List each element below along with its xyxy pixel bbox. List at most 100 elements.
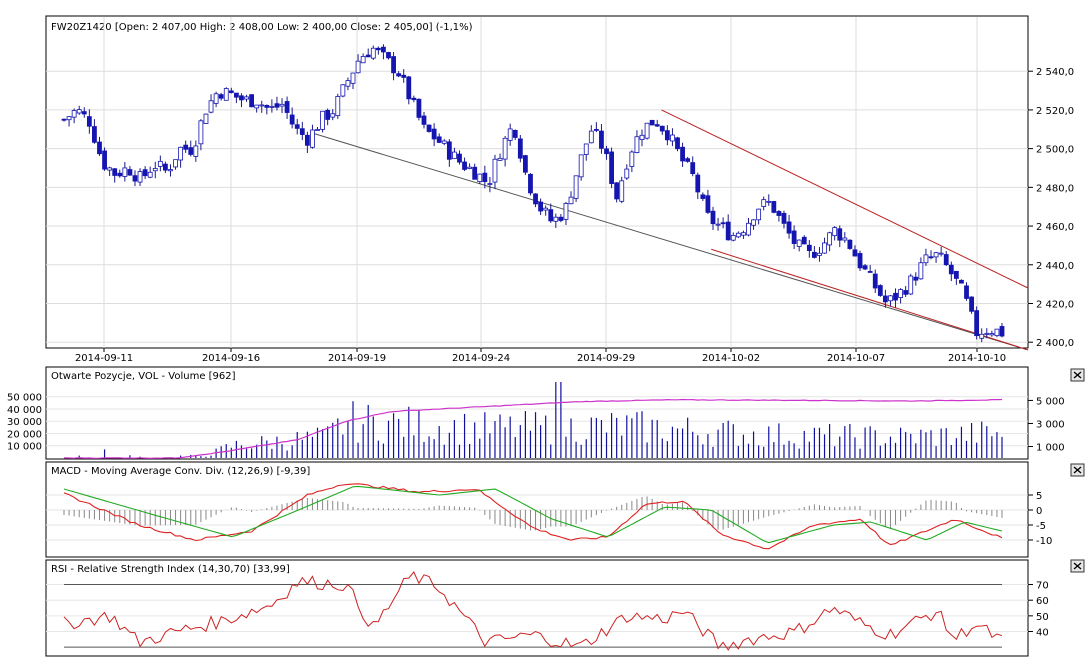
candle-body	[599, 130, 604, 149]
candle-body	[441, 140, 447, 144]
candle-body	[86, 116, 92, 127]
close-x-icon	[1073, 371, 1082, 379]
open-interest-line	[63, 398, 1003, 459]
price-xtick-label: 2014-09-19	[328, 353, 386, 364]
close-rsi-panel-button[interactable]	[1070, 559, 1085, 573]
rsi-panel-title: RSI - Relative Strength Index (14,30,70)…	[51, 564, 290, 575]
candle-body	[649, 119, 655, 126]
close-macd-panel-button[interactable]	[1070, 463, 1085, 477]
candle-body	[66, 116, 72, 121]
candle-body	[553, 216, 559, 222]
candle-body	[127, 169, 133, 176]
rsi-panel: RSI - Relative Strength Index (14,30,70)…	[45, 559, 1085, 657]
rsi-ytick-label: 60	[1036, 596, 1049, 607]
candle-body	[193, 145, 199, 157]
candle-body	[888, 295, 893, 302]
price-ytick-label: 2 520,0	[1036, 106, 1074, 117]
candle-body	[340, 84, 346, 97]
candle-body	[228, 90, 234, 94]
candle-body	[999, 326, 1005, 337]
candle-body	[335, 96, 341, 117]
candle-body	[507, 128, 513, 141]
candle-body	[381, 46, 386, 53]
candle-body	[959, 279, 964, 284]
candle-body	[396, 73, 402, 77]
candle-body	[695, 174, 701, 193]
candle-body	[609, 151, 614, 184]
candle-body	[766, 200, 772, 203]
candle-body	[543, 207, 549, 211]
candle-body	[370, 47, 376, 59]
candle-body	[452, 151, 457, 160]
candle-body	[812, 251, 817, 258]
candle-body	[259, 104, 265, 107]
candle-body	[781, 212, 787, 224]
price-ytick-label: 2 460,0	[1036, 222, 1074, 233]
candle-body	[304, 134, 310, 146]
candle-body	[568, 196, 574, 205]
candle-body	[147, 171, 153, 178]
candle-body	[249, 94, 255, 108]
candle-body	[832, 227, 838, 237]
candle-body	[862, 265, 868, 270]
candle-body	[877, 285, 883, 296]
candle-body	[801, 236, 807, 245]
candle-body	[659, 125, 665, 132]
candle-body	[675, 137, 680, 150]
price-ytick-label: 2 500,0	[1036, 145, 1074, 156]
candle-body	[604, 148, 609, 155]
trendline	[312, 132, 1029, 351]
price-xtick-label: 2014-09-16	[202, 353, 260, 364]
volume-left-label: 30 000	[7, 417, 42, 428]
candle-body	[289, 114, 295, 125]
volume-left-label: 50 000	[7, 393, 42, 404]
candle-body	[284, 101, 290, 113]
price-ytick-label: 2 540,0	[1036, 67, 1074, 78]
candle-body	[132, 175, 138, 182]
candle-body	[502, 137, 508, 160]
candle-body	[168, 169, 173, 172]
candle-body	[462, 161, 467, 170]
macd-ytick-label: 5	[1036, 491, 1042, 502]
candle-body	[467, 166, 473, 169]
rsi-ytick-label: 50	[1036, 612, 1049, 623]
candle-body	[431, 128, 437, 140]
candle-body	[588, 130, 594, 144]
candle-body	[426, 124, 432, 132]
candle-body	[522, 155, 528, 173]
rsi-frame	[45, 559, 1029, 657]
close-x-icon	[1073, 562, 1082, 570]
candle-body	[913, 276, 919, 281]
volume-left-label: 10 000	[7, 442, 42, 453]
candle-body	[97, 141, 102, 155]
candle-body	[416, 98, 422, 118]
candle-body	[984, 332, 990, 335]
candle-body	[330, 113, 336, 118]
volume-right-label: 5 000	[1036, 396, 1065, 407]
volume-left-label: 40 000	[7, 405, 42, 416]
price-xtick-label: 2014-09-29	[577, 353, 635, 364]
candle-body	[847, 239, 853, 249]
candle-body	[61, 118, 67, 121]
close-volume-panel-button[interactable]	[1070, 368, 1085, 382]
candle-body	[203, 113, 209, 124]
candle-body	[264, 104, 270, 108]
candle-body	[315, 129, 320, 131]
candle-body	[183, 144, 189, 150]
price-ytick-label: 2 400,0	[1036, 338, 1074, 349]
candle-body	[152, 168, 158, 172]
candle-body	[299, 128, 305, 135]
macd-panel: MACD - Moving Average Conv. Div. (12,26,…	[45, 461, 1085, 558]
candle-body	[355, 60, 361, 74]
candle-body	[142, 169, 148, 177]
macd-line	[63, 483, 1003, 550]
candle-body	[81, 111, 87, 115]
candle-body	[163, 163, 168, 171]
candle-body	[548, 209, 554, 222]
rsi-ytick-label: 40	[1036, 628, 1049, 639]
price-panel-title: FW20Z1420 [Open: 2 407,00 High: 2 408,00…	[51, 22, 473, 33]
candle-body	[741, 232, 746, 236]
candle-body	[375, 47, 381, 51]
price-xtick-label: 2014-09-11	[75, 353, 133, 364]
candle-body	[634, 136, 640, 153]
